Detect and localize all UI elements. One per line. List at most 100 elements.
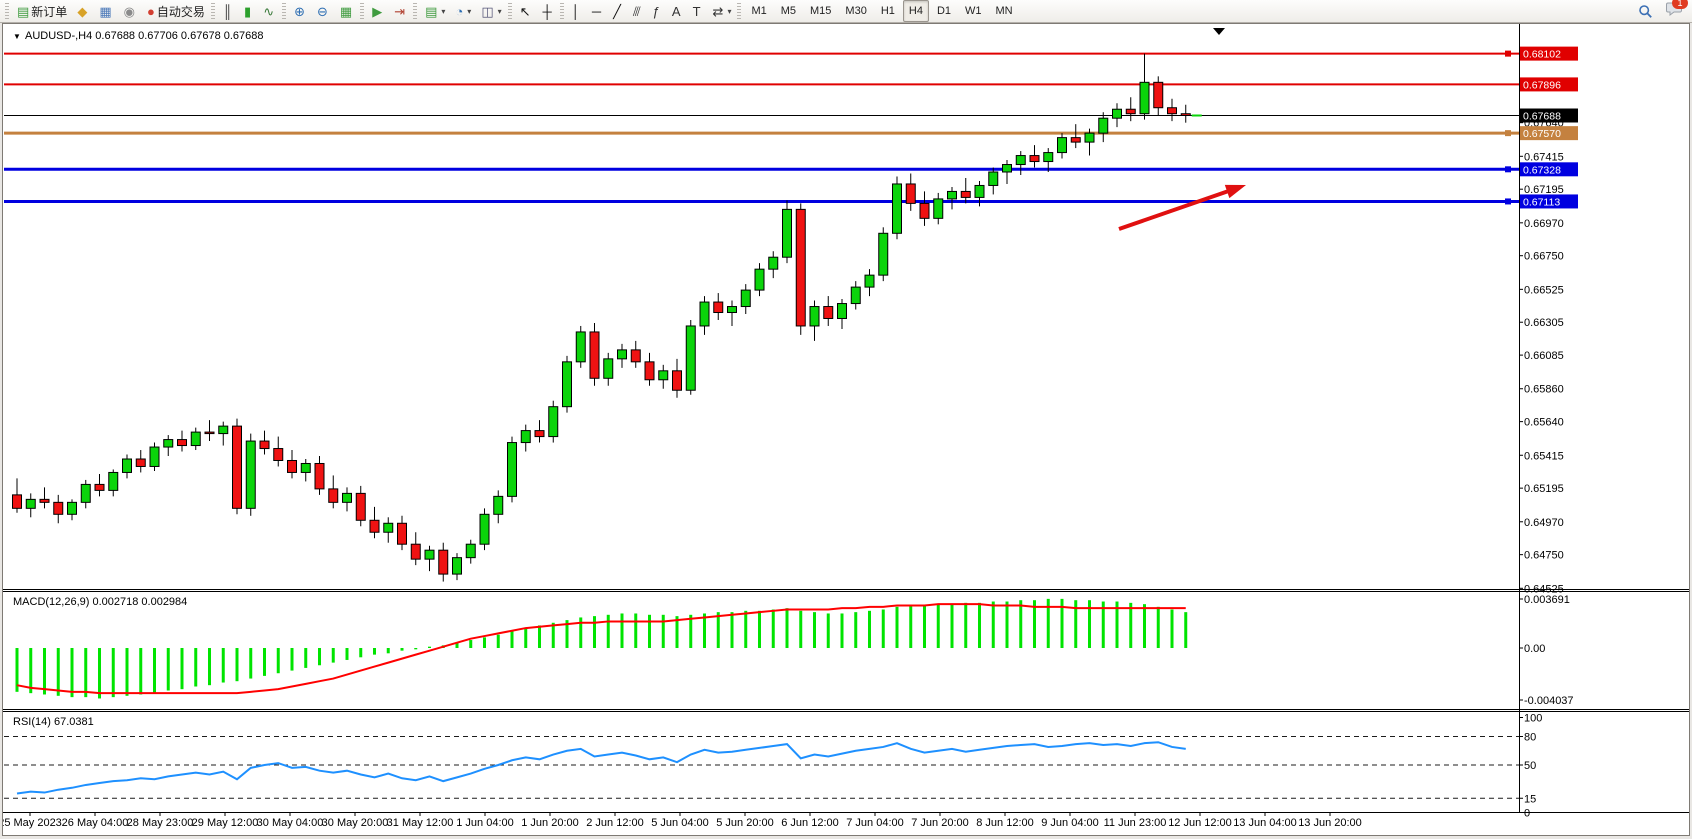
indicators-icon: ▤ <box>425 3 438 19</box>
timeframe-h4-button[interactable]: H4 <box>902 0 929 22</box>
candle-body <box>25 498 36 509</box>
candle-body <box>534 430 545 438</box>
autotrading-icon: ● <box>146 3 155 19</box>
candle-body <box>947 190 957 200</box>
fibonacci-icon: ƒ <box>652 3 660 19</box>
candle-body <box>562 361 572 408</box>
rsi-axis-label: 80 <box>1524 732 1536 744</box>
zoom-out-icon: ⊖ <box>317 3 328 19</box>
candle-body <box>1015 155 1026 166</box>
chart-shift-button[interactable]: ⇥ <box>390 0 411 22</box>
symbol-dropdown-icon[interactable]: ▼ <box>13 32 21 41</box>
trend-arrow-head[interactable] <box>1224 184 1246 199</box>
auto-scroll-button[interactable]: ▶ <box>368 0 388 22</box>
candle-body <box>685 325 696 391</box>
candle-body <box>479 513 490 545</box>
periods-button[interactable]: ◔ ▾ <box>451 0 475 22</box>
chevron-down-icon[interactable]: ▾ <box>467 6 472 16</box>
chart-title: AUDUSD-,H4 0.67688 0.67706 0.67678 0.676… <box>25 30 264 42</box>
candle-body <box>204 431 215 435</box>
candle-body <box>713 301 724 314</box>
rsi-axis-label: 50 <box>1524 760 1536 772</box>
price-tick-label: 0.66305 <box>1524 317 1564 329</box>
hline-handle-0.67570[interactable] <box>1505 130 1511 137</box>
tile-windows-button[interactable]: ▦ <box>336 0 358 22</box>
price-badge <box>1520 126 1578 141</box>
hline-handle-0.67113[interactable] <box>1505 198 1511 205</box>
signals-button[interactable]: ◉ <box>120 0 141 22</box>
candle-body <box>39 498 50 503</box>
timeframe-h1-button[interactable]: H1 <box>880 5 895 17</box>
channel-button[interactable]: ⫻ <box>629 0 647 22</box>
timeframe-m1-button[interactable]: M1 <box>751 5 767 17</box>
chart-window-icon: ▦ <box>99 3 112 19</box>
price-tick-label: 0.66750 <box>1524 251 1564 263</box>
cursor-button[interactable]: ↖ <box>516 0 537 22</box>
rsi-axis-label: 0 <box>1524 808 1530 820</box>
clock-icon: ◔ <box>455 3 464 19</box>
chevron-down-icon[interactable]: ▾ <box>727 6 732 16</box>
price-tick-label: 0.67415 <box>1524 151 1564 163</box>
bar-chart-button[interactable]: ║ <box>219 0 238 22</box>
timeframe-d1-button[interactable]: D1 <box>936 5 952 17</box>
horizontal-line-button[interactable]: ─ <box>588 0 607 22</box>
indicators-button[interactable]: ▤ ▾ <box>421 0 449 22</box>
crosshair-button[interactable]: ┼ <box>539 0 558 22</box>
timeframe-w1-button[interactable]: W1 <box>965 5 982 17</box>
zoom-out-button[interactable]: ⊖ <box>313 0 334 22</box>
candlestick-button[interactable]: ▮ <box>240 0 257 22</box>
candle-body <box>905 183 916 204</box>
candle-body <box>1112 108 1122 119</box>
price-badge-label: 0.67688 <box>1523 111 1561 123</box>
chart-shift-marker[interactable] <box>1213 28 1225 35</box>
fibonacci-button[interactable]: ƒ <box>649 0 666 22</box>
timeframe-m5-button[interactable]: M5 <box>780 5 797 17</box>
macd-axis-label: -0.004037 <box>1524 695 1574 707</box>
trend-arrow-line[interactable] <box>1118 189 1230 231</box>
price-tick-label: 0.67195 <box>1524 184 1564 196</box>
price-tick-label: 0.64750 <box>1524 550 1564 562</box>
text-button[interactable]: A <box>668 0 687 22</box>
chat-button[interactable]: 1 <box>1666 0 1688 21</box>
chevron-down-icon[interactable]: ▾ <box>441 6 446 16</box>
metaeditor-button[interactable]: ◆ <box>73 0 93 22</box>
time-label: 1 Jun 20:00 <box>521 817 579 829</box>
chart-canvas[interactable]: 0.676400.674150.671950.669700.667500.665… <box>3 24 1689 835</box>
time-label: 29 May 12:00 <box>192 817 259 829</box>
new-order-button[interactable]: ▤ 新订单 <box>13 0 71 22</box>
price-tick-label: 0.66970 <box>1524 218 1564 230</box>
chevron-down-icon[interactable]: ▾ <box>497 6 502 16</box>
vertical-line-button[interactable]: │ <box>568 0 586 22</box>
candle-body <box>452 557 462 575</box>
candle-body <box>245 440 256 509</box>
macd-signal-line <box>16 603 1186 695</box>
timeframe-mn-button[interactable]: MN <box>995 5 1013 17</box>
line-chart-button[interactable]: ∿ <box>259 0 280 22</box>
open-chart-button[interactable]: ▦ <box>95 0 117 22</box>
zoom-in-button[interactable]: ⊕ <box>290 0 311 22</box>
arrows-icon: ⇄ <box>712 3 724 19</box>
hline-handle-0.67328[interactable] <box>1505 166 1511 173</box>
candle-body <box>1029 155 1040 163</box>
timeframe-m15-button[interactable]: M15 <box>810 5 832 17</box>
chart-window[interactable]: 0.67640 0.67415 0.67195 0.66970 0.66750 0.665… <box>2 23 1690 836</box>
candle-body <box>410 543 421 560</box>
text-label-button[interactable]: T <box>689 0 707 22</box>
candle-body <box>919 202 930 219</box>
autotrading-button[interactable]: ● 自动交易 <box>143 0 209 22</box>
shapes-button[interactable]: ⇄ ▾ <box>709 0 736 22</box>
search-button[interactable] <box>1634 0 1657 22</box>
candle-body <box>672 370 682 391</box>
templates-button[interactable]: ◫ ▾ <box>477 0 505 22</box>
line-chart-icon: ∿ <box>263 3 275 19</box>
candle-body <box>823 306 834 319</box>
price-badge <box>1520 194 1578 209</box>
time-label: 6 Jun 12:00 <box>781 817 839 829</box>
vertical-line-icon: │ <box>571 3 580 19</box>
candle-body <box>12 494 22 509</box>
candle-body <box>53 501 64 515</box>
time-label: 13 Jun 04:00 <box>1233 817 1297 829</box>
timeframe-m30-button[interactable]: M30 <box>845 5 867 17</box>
trendline-button[interactable]: ╱ <box>609 0 627 22</box>
hline-handle-0.68102[interactable] <box>1505 50 1511 57</box>
